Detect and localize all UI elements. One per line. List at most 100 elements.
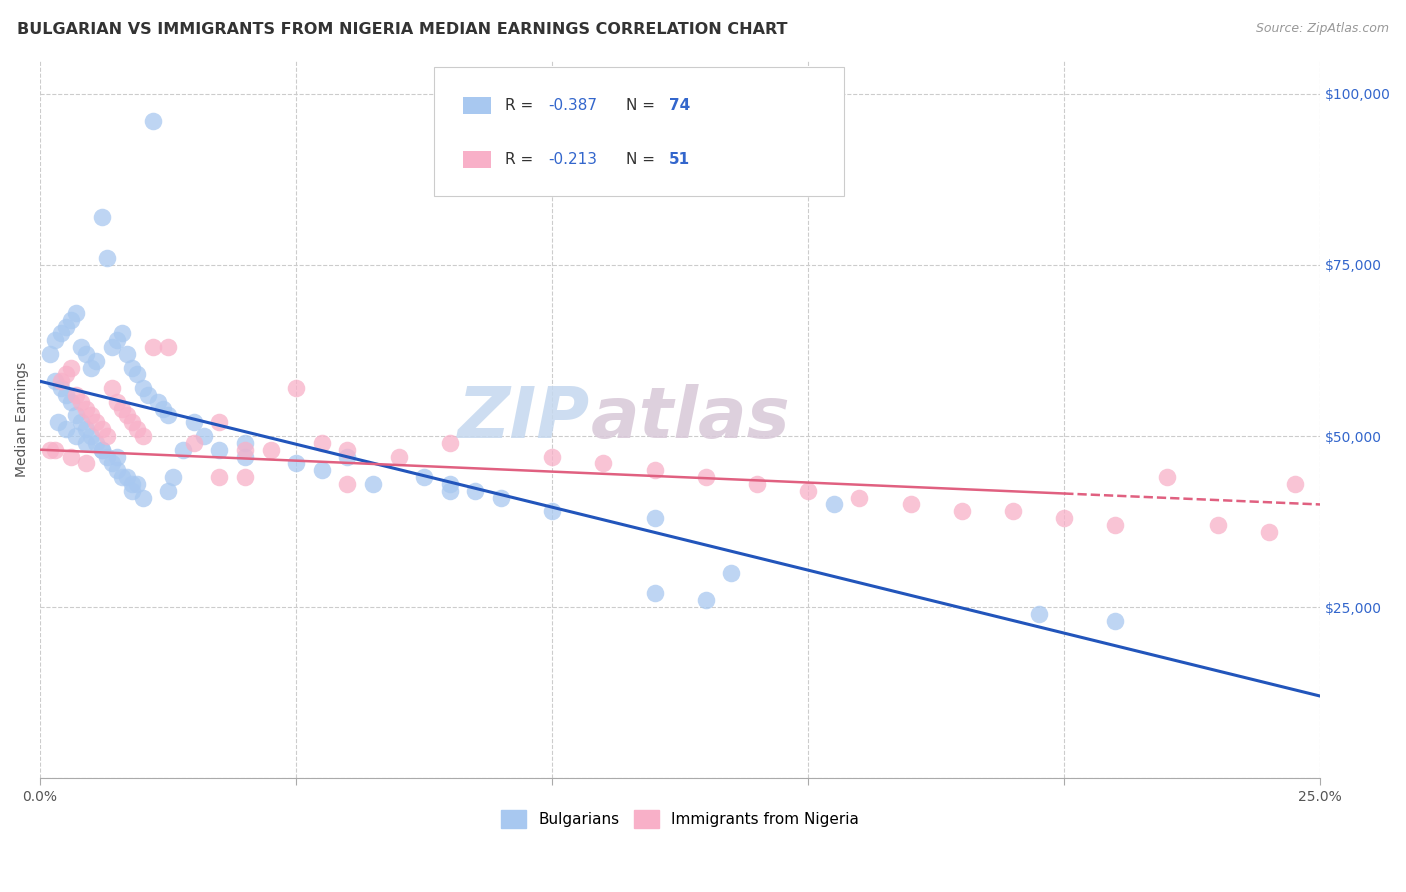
Point xyxy=(111,326,134,341)
Point xyxy=(336,477,359,491)
Point xyxy=(146,394,169,409)
Point xyxy=(111,470,134,484)
Point xyxy=(115,347,138,361)
Point xyxy=(644,586,666,600)
Point xyxy=(59,450,82,464)
Point xyxy=(720,566,742,580)
Text: N =: N = xyxy=(627,98,661,113)
Point xyxy=(644,463,666,477)
Point xyxy=(121,360,143,375)
Point xyxy=(142,340,165,354)
Point xyxy=(49,374,72,388)
Point xyxy=(55,388,77,402)
Point xyxy=(695,593,717,607)
Point xyxy=(136,388,159,402)
Text: Source: ZipAtlas.com: Source: ZipAtlas.com xyxy=(1256,22,1389,36)
Point xyxy=(55,422,77,436)
Point xyxy=(80,409,103,423)
Point xyxy=(55,368,77,382)
Point xyxy=(1206,518,1229,533)
Legend: Bulgarians, Immigrants from Nigeria: Bulgarians, Immigrants from Nigeria xyxy=(494,802,866,835)
Point xyxy=(59,394,82,409)
Point xyxy=(75,347,97,361)
Point xyxy=(127,368,149,382)
Point xyxy=(644,511,666,525)
Point xyxy=(70,415,93,429)
Point xyxy=(96,429,118,443)
Text: -0.213: -0.213 xyxy=(548,152,598,167)
Point xyxy=(127,422,149,436)
Point xyxy=(65,429,87,443)
Point xyxy=(439,435,461,450)
Point xyxy=(285,457,308,471)
Point xyxy=(44,374,66,388)
Text: -0.387: -0.387 xyxy=(548,98,598,113)
Point xyxy=(1284,477,1306,491)
Point xyxy=(75,422,97,436)
Point xyxy=(233,470,256,484)
Text: R =: R = xyxy=(505,152,538,167)
Text: BULGARIAN VS IMMIGRANTS FROM NIGERIA MEDIAN EARNINGS CORRELATION CHART: BULGARIAN VS IMMIGRANTS FROM NIGERIA MED… xyxy=(17,22,787,37)
Point xyxy=(101,340,124,354)
FancyBboxPatch shape xyxy=(463,97,491,114)
FancyBboxPatch shape xyxy=(463,151,491,169)
Point xyxy=(311,463,333,477)
Point xyxy=(336,450,359,464)
Point xyxy=(208,470,231,484)
Point xyxy=(70,340,93,354)
Point xyxy=(121,477,143,491)
Point xyxy=(121,415,143,429)
Point xyxy=(900,498,922,512)
Text: 74: 74 xyxy=(669,98,690,113)
Point xyxy=(1258,524,1281,539)
Point xyxy=(142,114,165,128)
Point xyxy=(131,381,153,395)
Point xyxy=(208,442,231,457)
Point xyxy=(90,442,112,457)
Point xyxy=(101,457,124,471)
Point xyxy=(541,450,564,464)
Point xyxy=(49,381,72,395)
Point xyxy=(86,353,108,368)
Text: N =: N = xyxy=(627,152,661,167)
Point xyxy=(173,442,195,457)
Point xyxy=(183,415,205,429)
Point xyxy=(336,442,359,457)
Point xyxy=(745,477,768,491)
Point xyxy=(823,498,845,512)
Point xyxy=(233,435,256,450)
Point xyxy=(65,306,87,320)
Point xyxy=(75,457,97,471)
Point xyxy=(49,326,72,341)
Point xyxy=(46,415,69,429)
Point xyxy=(162,470,184,484)
Point xyxy=(193,429,215,443)
Point xyxy=(152,401,174,416)
Point xyxy=(592,457,614,471)
Point xyxy=(101,381,124,395)
Point xyxy=(413,470,436,484)
Point xyxy=(361,477,384,491)
Point xyxy=(75,435,97,450)
Point xyxy=(797,483,820,498)
Point xyxy=(311,435,333,450)
Point xyxy=(90,210,112,224)
Point xyxy=(55,319,77,334)
Point xyxy=(86,415,108,429)
Point xyxy=(39,442,62,457)
Text: atlas: atlas xyxy=(591,384,790,453)
Text: R =: R = xyxy=(505,98,538,113)
Point xyxy=(208,415,231,429)
Point xyxy=(44,333,66,347)
Point xyxy=(127,477,149,491)
Point xyxy=(90,442,112,457)
Point xyxy=(131,429,153,443)
Point xyxy=(44,442,66,457)
Point xyxy=(115,409,138,423)
Point xyxy=(1053,511,1076,525)
Point xyxy=(121,483,143,498)
Point xyxy=(80,360,103,375)
Point xyxy=(387,450,409,464)
Point xyxy=(105,394,128,409)
Point xyxy=(157,340,180,354)
